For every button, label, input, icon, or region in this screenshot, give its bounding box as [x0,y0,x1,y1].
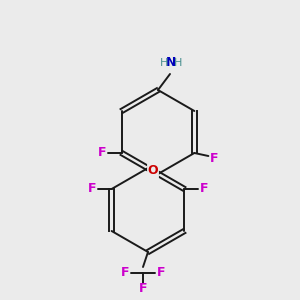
Text: F: F [200,182,208,196]
Text: O: O [148,164,158,178]
Text: F: F [98,146,106,160]
Text: F: F [121,266,129,280]
Text: H: H [160,58,168,68]
Text: F: F [139,283,147,296]
Text: F: F [210,152,219,164]
Text: N: N [166,56,176,69]
Text: F: F [157,266,165,280]
Text: H: H [174,58,182,68]
Text: F: F [87,182,96,196]
